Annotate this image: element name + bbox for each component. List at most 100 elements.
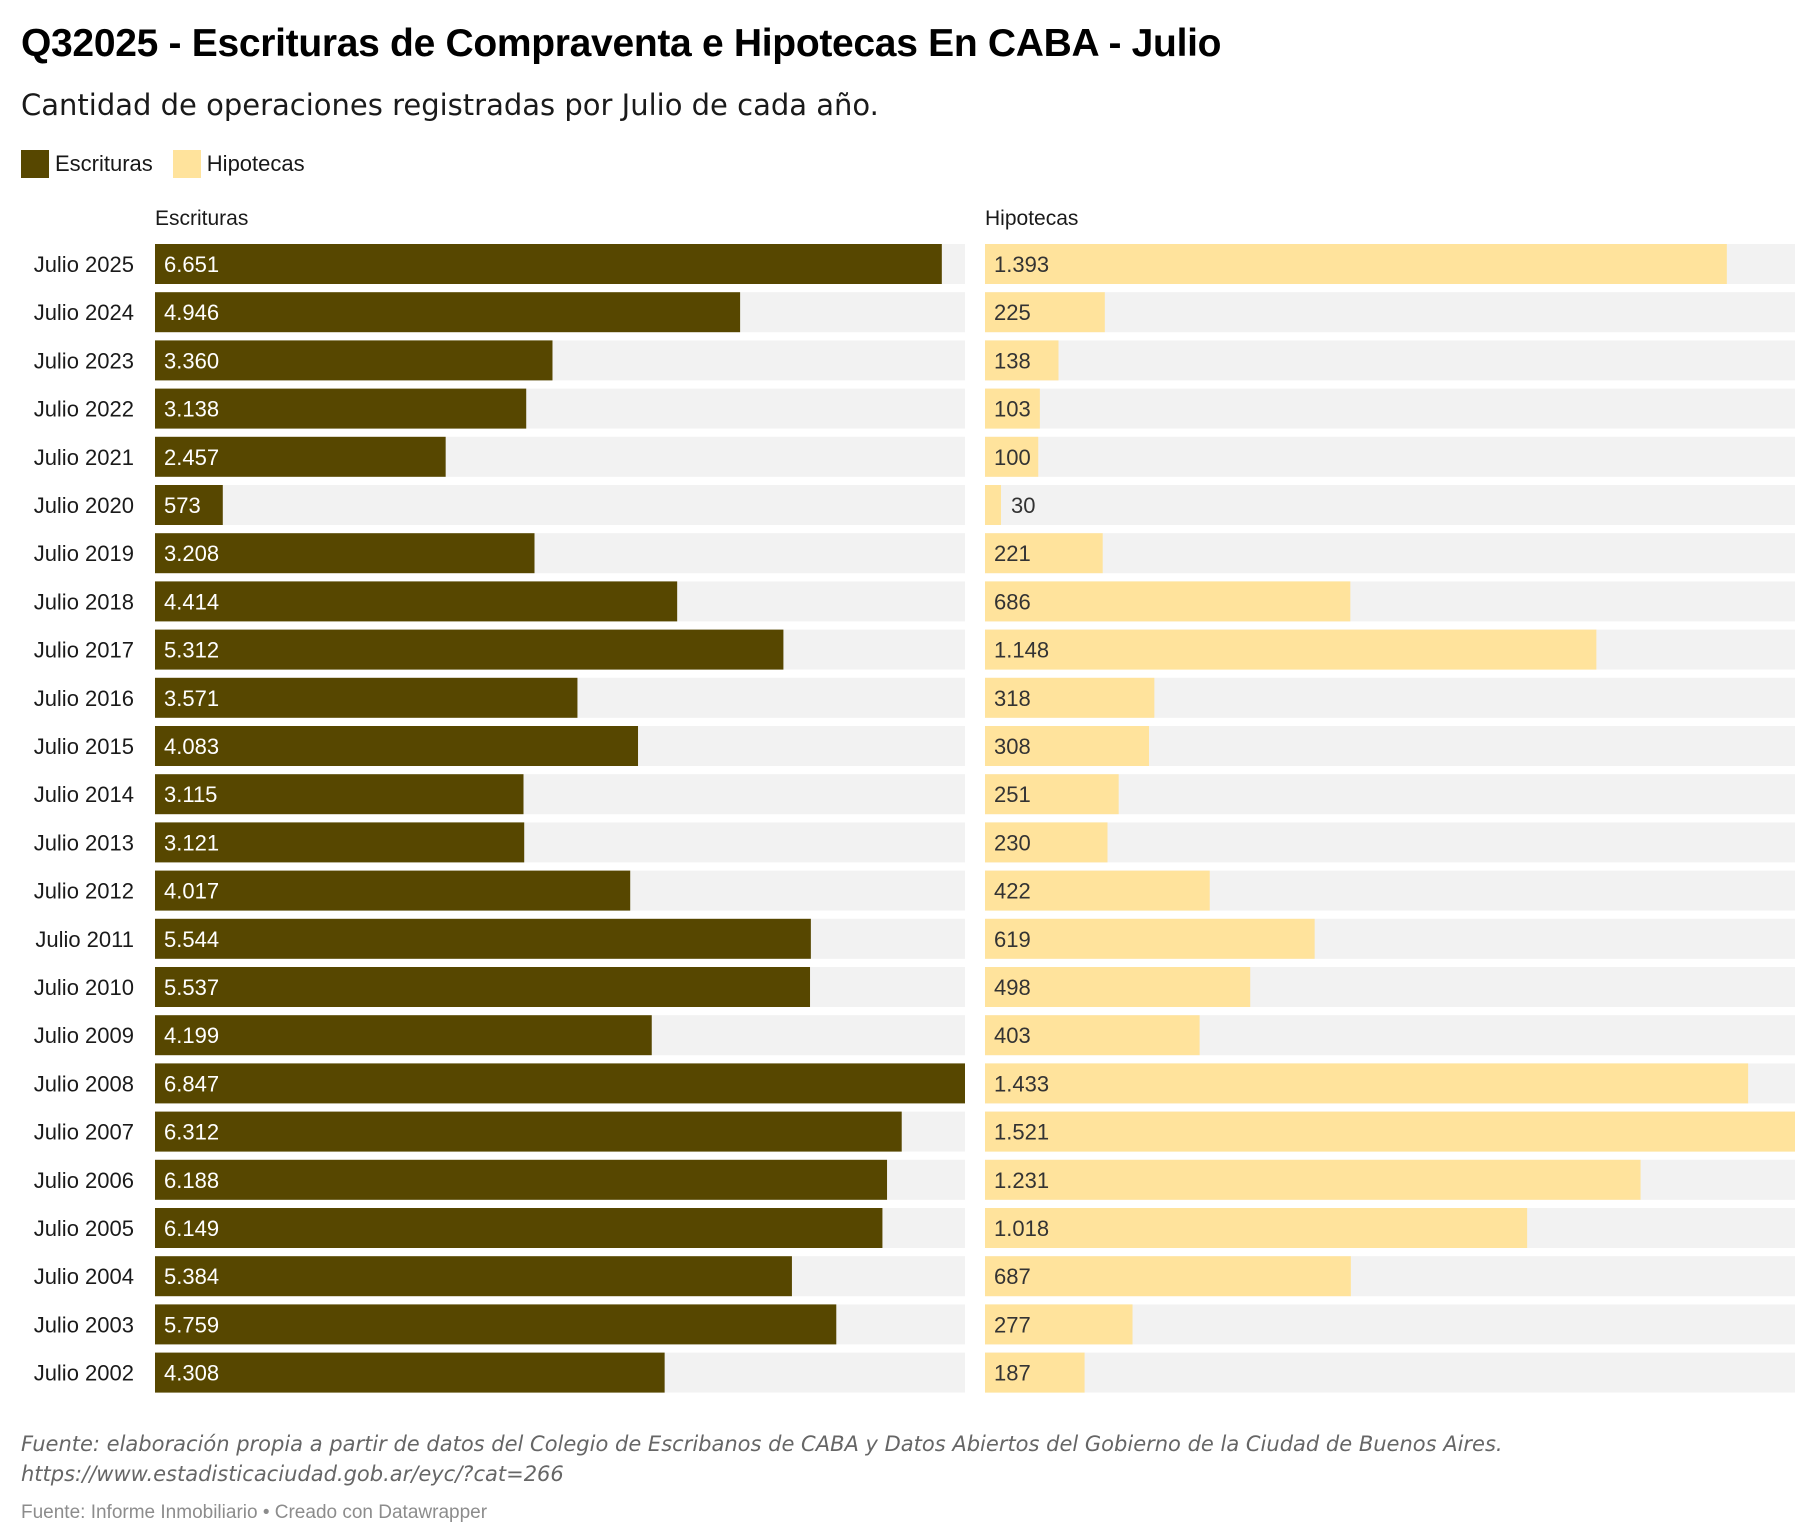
value-label-hipotecas: 138 bbox=[994, 348, 1031, 373]
value-label-escrituras: 5.759 bbox=[164, 1312, 219, 1337]
value-label-escrituras: 4.308 bbox=[164, 1361, 219, 1386]
value-label-escrituras: 3.208 bbox=[164, 541, 219, 566]
bar-escrituras bbox=[155, 1159, 888, 1200]
value-label-escrituras: 4.946 bbox=[164, 300, 219, 325]
bar-escrituras bbox=[155, 1208, 883, 1248]
row-label: Julio 2012 bbox=[34, 879, 134, 904]
value-label-hipotecas: 308 bbox=[994, 734, 1031, 759]
source-note: Fuente: elaboración propia a partir de d… bbox=[21, 1432, 1503, 1456]
value-label-escrituras: 6.188 bbox=[164, 1168, 219, 1193]
value-label-escrituras: 3.571 bbox=[164, 686, 219, 711]
value-label-escrituras: 3.138 bbox=[164, 397, 219, 422]
row-label: Julio 2007 bbox=[34, 1120, 134, 1145]
value-label-hipotecas: 686 bbox=[994, 589, 1031, 614]
bar-escrituras bbox=[155, 918, 811, 959]
row-label: Julio 2005 bbox=[34, 1216, 134, 1241]
bar-hipotecas bbox=[985, 292, 1105, 333]
bar-escrituras bbox=[155, 1111, 902, 1152]
row-label: Julio 2022 bbox=[34, 397, 134, 422]
value-label-hipotecas: 619 bbox=[994, 927, 1031, 952]
value-label-escrituras: 4.083 bbox=[164, 734, 219, 759]
value-label-escrituras: 5.537 bbox=[164, 975, 219, 1000]
value-label-hipotecas: 187 bbox=[994, 1361, 1031, 1386]
value-label-hipotecas: 30 bbox=[1011, 493, 1035, 518]
bar-escrituras bbox=[155, 967, 811, 1007]
bar-track-hipotecas bbox=[985, 436, 1795, 477]
bar-escrituras bbox=[155, 677, 578, 718]
value-label-escrituras: 3.360 bbox=[164, 348, 219, 373]
bar-hipotecas bbox=[985, 822, 1108, 863]
bar-track-hipotecas bbox=[985, 533, 1795, 574]
bar-escrituras bbox=[155, 533, 535, 574]
bar-hipotecas bbox=[985, 1256, 1351, 1297]
bar-track-hipotecas bbox=[985, 822, 1795, 863]
value-label-escrituras: 5.312 bbox=[164, 638, 219, 663]
value-label-hipotecas: 422 bbox=[994, 879, 1031, 904]
row-label: Julio 2010 bbox=[34, 975, 134, 1000]
bar-escrituras bbox=[155, 870, 631, 911]
legend-item-escrituras: Escrituras bbox=[21, 150, 153, 178]
row-label: Julio 2014 bbox=[34, 782, 134, 807]
bar-hipotecas bbox=[985, 485, 1001, 525]
bar-hipotecas bbox=[985, 1063, 1749, 1104]
bar-hipotecas bbox=[985, 244, 1727, 284]
legend: Escrituras Hipotecas bbox=[21, 150, 325, 178]
legend-label-hipotecas: Hipotecas bbox=[206, 151, 305, 176]
bar-escrituras bbox=[155, 581, 678, 622]
value-label-hipotecas: 100 bbox=[994, 445, 1031, 470]
bar-escrituras bbox=[155, 629, 784, 670]
bar-hipotecas bbox=[985, 774, 1119, 815]
value-label-hipotecas: 221 bbox=[994, 541, 1031, 566]
bar-escrituras bbox=[155, 1015, 652, 1056]
bar-track-hipotecas bbox=[985, 292, 1795, 333]
value-label-hipotecas: 225 bbox=[994, 300, 1031, 325]
row-label: Julio 2011 bbox=[35, 927, 134, 952]
bar-escrituras bbox=[155, 1063, 965, 1104]
legend-swatch-escrituras bbox=[21, 150, 49, 178]
bar-escrituras bbox=[155, 340, 553, 381]
value-label-hipotecas: 1.521 bbox=[994, 1120, 1049, 1145]
bar-track-hipotecas bbox=[985, 485, 1795, 525]
row-label: Julio 2016 bbox=[34, 686, 134, 711]
byline: Fuente: Informe Inmobiliario • Creado co… bbox=[21, 1502, 488, 1523]
value-label-escrituras: 6.651 bbox=[164, 252, 219, 277]
bar-hipotecas bbox=[985, 340, 1059, 381]
value-label-hipotecas: 230 bbox=[994, 830, 1031, 855]
bar-track-escrituras bbox=[155, 485, 965, 525]
bar-hipotecas bbox=[985, 1208, 1528, 1248]
row-label: Julio 2009 bbox=[34, 1023, 134, 1048]
bar-track-hipotecas bbox=[985, 388, 1795, 429]
bar-hipotecas bbox=[985, 533, 1103, 574]
value-label-escrituras: 6.847 bbox=[164, 1071, 219, 1096]
bar-escrituras bbox=[155, 822, 525, 863]
panel-header-hipotecas: Hipotecas bbox=[985, 207, 1079, 230]
bar-hipotecas bbox=[985, 870, 1210, 911]
value-label-hipotecas: 277 bbox=[994, 1312, 1031, 1337]
bar-chart: Julio 2025 6.651 1.393 Julio 2024 4.946 225 Ju… bbox=[34, 244, 1795, 1393]
bar-hipotecas bbox=[985, 388, 1040, 429]
value-label-escrituras: 3.115 bbox=[164, 782, 217, 807]
value-label-hipotecas: 1.018 bbox=[994, 1216, 1049, 1241]
row-label: Julio 2003 bbox=[34, 1312, 134, 1337]
row-label: Julio 2013 bbox=[34, 830, 134, 855]
value-label-hipotecas: 1.393 bbox=[994, 252, 1049, 277]
bar-escrituras bbox=[155, 774, 524, 815]
value-label-escrituras: 2.457 bbox=[164, 445, 219, 470]
row-label: Julio 2015 bbox=[34, 734, 134, 759]
bar-track-hipotecas bbox=[985, 1352, 1795, 1393]
bar-hipotecas bbox=[985, 1111, 1795, 1152]
bar-hipotecas bbox=[985, 1352, 1085, 1393]
bar-hipotecas bbox=[985, 1304, 1133, 1345]
row-label: Julio 2025 bbox=[34, 252, 134, 277]
row-label: Julio 2006 bbox=[34, 1168, 134, 1193]
bar-track-hipotecas bbox=[985, 774, 1795, 815]
legend-swatch-hipotecas bbox=[172, 150, 201, 178]
bar-escrituras bbox=[155, 485, 223, 525]
bar-hipotecas bbox=[985, 581, 1351, 622]
legend-label-escrituras: Escrituras bbox=[55, 151, 153, 176]
value-label-hipotecas: 403 bbox=[994, 1023, 1031, 1048]
value-label-escrituras: 5.384 bbox=[164, 1264, 219, 1289]
value-label-escrituras: 4.199 bbox=[164, 1023, 219, 1048]
row-label: Julio 2023 bbox=[34, 348, 134, 373]
bar-hipotecas bbox=[985, 677, 1155, 718]
